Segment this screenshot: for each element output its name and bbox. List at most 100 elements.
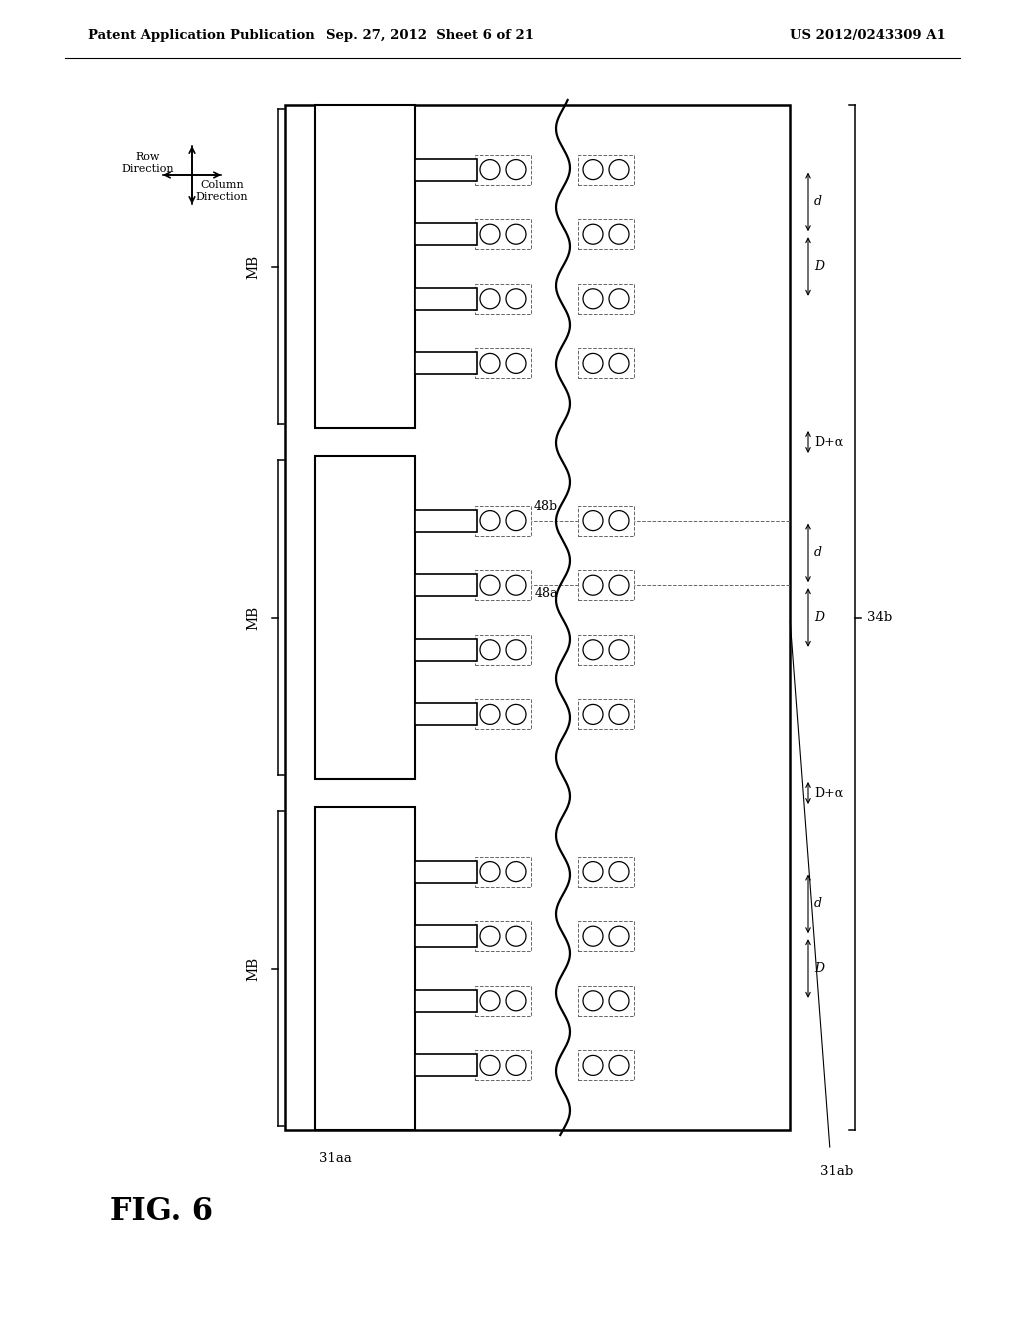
Circle shape [609,576,629,595]
Circle shape [609,640,629,660]
Bar [475,635,531,665]
Circle shape [506,511,526,531]
Bar [475,570,531,601]
Circle shape [583,862,603,882]
Circle shape [480,354,500,374]
Text: Column
Direction: Column Direction [196,180,248,202]
Bar [415,574,477,597]
Circle shape [506,289,526,309]
Circle shape [480,927,500,946]
Bar [578,570,634,601]
Circle shape [480,160,500,180]
Bar [475,986,531,1016]
Circle shape [480,991,500,1011]
Circle shape [583,160,603,180]
Text: d: d [814,546,822,560]
Circle shape [609,991,629,1011]
Circle shape [609,1056,629,1076]
Circle shape [506,862,526,882]
Text: US 2012/0243309 A1: US 2012/0243309 A1 [790,29,946,41]
Text: 31ab: 31ab [820,1166,853,1177]
Circle shape [609,354,629,374]
Circle shape [609,705,629,725]
Circle shape [506,640,526,660]
Bar [475,154,531,185]
Bar [285,106,790,1130]
Bar [315,106,415,428]
Text: d: d [814,898,822,911]
Circle shape [506,354,526,374]
Circle shape [506,1056,526,1076]
Bar [415,639,477,661]
Bar [315,455,415,779]
Bar [578,348,634,379]
Bar [578,921,634,952]
Circle shape [506,576,526,595]
Text: D: D [814,611,824,624]
Circle shape [480,1056,500,1076]
Circle shape [609,511,629,531]
Circle shape [609,289,629,309]
Text: 34b: 34b [867,611,892,624]
Bar [415,925,477,948]
Circle shape [583,927,603,946]
Text: MB: MB [246,255,260,279]
Circle shape [583,640,603,660]
Text: D+α: D+α [814,436,843,449]
Circle shape [583,991,603,1011]
Bar [415,1055,477,1076]
Circle shape [583,511,603,531]
Bar [578,1051,634,1080]
Text: 48a: 48a [535,587,558,601]
Circle shape [583,1056,603,1076]
Bar [578,986,634,1016]
Circle shape [609,224,629,244]
Circle shape [583,224,603,244]
Text: D: D [814,260,824,273]
Circle shape [506,927,526,946]
Bar [475,921,531,952]
Circle shape [480,511,500,531]
Text: d: d [814,195,822,209]
Text: Patent Application Publication: Patent Application Publication [88,29,314,41]
Bar [475,284,531,314]
Circle shape [583,289,603,309]
Bar [415,990,477,1012]
Circle shape [583,705,603,725]
Circle shape [506,224,526,244]
Text: 31aa: 31aa [318,1152,351,1166]
Bar [415,158,477,181]
Circle shape [480,640,500,660]
Circle shape [480,705,500,725]
Bar [578,284,634,314]
Bar [415,223,477,246]
Bar [415,510,477,532]
Circle shape [506,991,526,1011]
Bar [315,807,415,1130]
Bar [578,506,634,536]
Text: Sep. 27, 2012  Sheet 6 of 21: Sep. 27, 2012 Sheet 6 of 21 [326,29,534,41]
Text: FIG. 6: FIG. 6 [110,1196,213,1228]
Circle shape [480,576,500,595]
Text: D+α: D+α [814,787,843,800]
Circle shape [480,289,500,309]
Bar [578,635,634,665]
Bar [475,700,531,730]
Bar [475,857,531,887]
Circle shape [609,927,629,946]
Bar [578,154,634,185]
Text: 31aa: 31aa [355,611,388,624]
Bar [475,348,531,379]
Circle shape [609,160,629,180]
Circle shape [609,862,629,882]
Bar [415,704,477,726]
Bar [578,700,634,730]
Circle shape [583,576,603,595]
Bar [475,1051,531,1080]
Text: MB: MB [246,606,260,630]
Text: 48b: 48b [534,499,558,512]
Circle shape [480,224,500,244]
Bar [415,352,477,375]
Bar [578,857,634,887]
Bar [578,219,634,249]
